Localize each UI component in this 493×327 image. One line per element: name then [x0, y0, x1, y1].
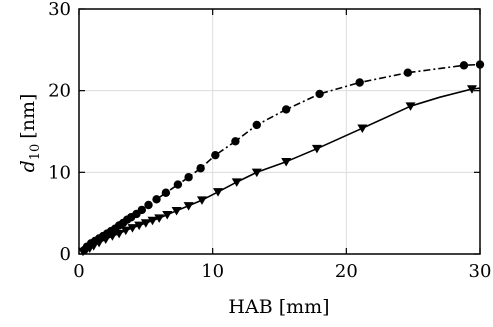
x-tick-label: 30 [469, 261, 492, 282]
data-point-triangle [114, 229, 125, 239]
series-2 [78, 85, 481, 257]
data-point-circle [152, 195, 161, 204]
y-tick-label: 10 [48, 162, 71, 183]
data-point-circle [231, 137, 240, 146]
data-point-triangle [162, 211, 173, 220]
y-axis-label: d10 [nm] [17, 94, 43, 173]
data-point-triangle [357, 124, 368, 133]
data-point-circle [459, 61, 469, 70]
data-point-triangle [88, 242, 99, 251]
data-point-triangle [134, 221, 145, 231]
y-axis-label-main: d [17, 160, 39, 172]
data-point-circle [211, 150, 220, 160]
data-point-circle [137, 205, 147, 215]
grid-lines [79, 9, 480, 254]
data-point-triangle [94, 238, 105, 248]
data-point-triangle [281, 157, 292, 167]
y-axis-label-subscript: 10 [28, 144, 43, 161]
data-point-triangle [466, 85, 477, 94]
y-tick-label: 0 [60, 244, 71, 265]
data-point-circle [144, 200, 153, 210]
plot-frame [78, 8, 481, 255]
data-point-circle [281, 105, 291, 114]
x-tick-label: 10 [201, 261, 224, 282]
x-tick-label: 20 [335, 261, 358, 282]
data-point-circle [184, 173, 193, 182]
data-point-triangle [251, 168, 262, 178]
data-point-triangle [311, 144, 322, 154]
data-point-triangle [171, 206, 182, 216]
data-point-triangle [107, 232, 118, 241]
data-point-circle [196, 164, 205, 173]
data-point-triangle [405, 102, 416, 111]
series-layer [78, 60, 485, 257]
data-point-triangle [140, 219, 151, 228]
data-point-circle [355, 78, 364, 87]
data-point-circle [161, 188, 171, 197]
data-point-triangle [127, 224, 138, 233]
data-point-triangle [78, 247, 89, 257]
data-point-triangle [120, 226, 131, 236]
data-point-triangle [231, 178, 242, 187]
y-tick-label: 20 [48, 81, 71, 102]
data-point-triangle [147, 216, 158, 226]
x-axis-label: HAB [mm] [228, 296, 329, 318]
data-point-triangle [196, 196, 207, 205]
data-point-circle [403, 68, 413, 77]
data-point-triangle [213, 188, 224, 197]
data-point-circle [315, 89, 324, 99]
data-point-circle [252, 120, 261, 130]
data-point-triangle [154, 214, 165, 223]
x-tick-label: 0 [73, 261, 84, 282]
y-axis-label-unit: [nm] [17, 94, 39, 139]
data-point-triangle [183, 202, 194, 211]
data-point-triangle [100, 235, 111, 245]
axis-ticks: 0 10 20 30 0 10 20 30 [48, 0, 491, 282]
data-point-circle [173, 180, 183, 189]
y-tick-label: 30 [48, 0, 71, 20]
